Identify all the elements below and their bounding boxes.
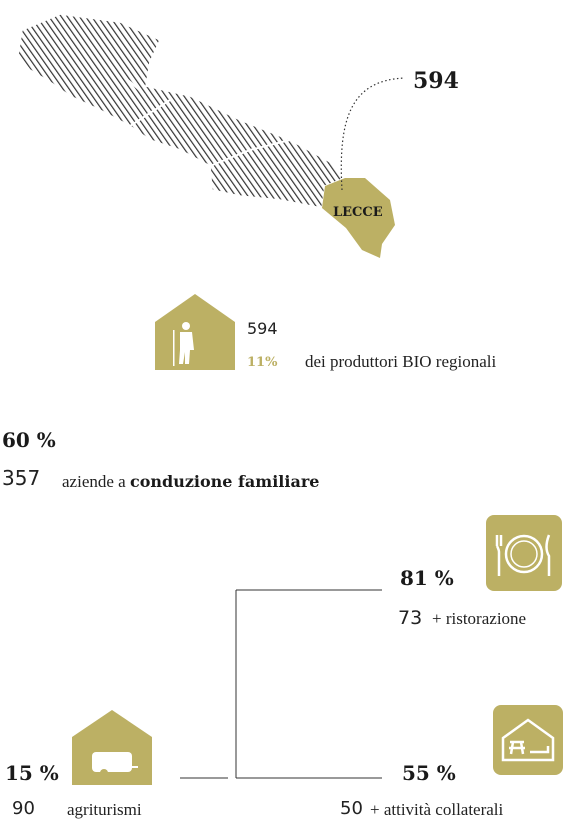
farmer-figure <box>173 322 194 366</box>
family-share: 60 % <box>2 428 56 452</box>
agritourism-text: agriturismi <box>67 800 142 819</box>
collateral-text: + attività collaterali <box>370 800 504 819</box>
lecce-area <box>322 178 395 258</box>
agritourism-share: 15 % <box>5 761 59 785</box>
restaurant-text: + ristorazione <box>432 609 526 628</box>
farmer-house-icon <box>155 294 235 370</box>
agritourism-house-icon <box>72 710 152 785</box>
family-emphasis: conduzione familiare <box>130 472 319 491</box>
restaurant-count: 73 <box>398 607 422 629</box>
collateral-share: 55 % <box>402 761 456 785</box>
picnic-icon <box>501 718 555 762</box>
producers-count: 594 <box>247 319 278 338</box>
family-text: aziende a conduzione familiare <box>62 472 319 491</box>
family-count: 357 <box>2 466 40 490</box>
caravan-icon <box>92 752 138 777</box>
province-border <box>127 79 291 167</box>
agritourism-count: 90 <box>12 798 35 819</box>
bracket <box>180 589 382 779</box>
region-map <box>17 13 347 209</box>
plate-icon <box>495 534 551 576</box>
producers-text: dei produttori BIO regionali <box>305 352 496 371</box>
map-value: 594 <box>413 68 459 94</box>
producers-share: 11% <box>247 355 278 370</box>
map-label: LECCE <box>333 205 383 220</box>
restaurant-icon <box>486 515 562 591</box>
restaurant-share: 81 % <box>400 566 454 590</box>
family-text-plain: aziende a <box>62 472 130 491</box>
collateral-count: 50 <box>340 798 363 819</box>
leader-line <box>340 77 406 191</box>
collateral-icon <box>493 705 563 775</box>
